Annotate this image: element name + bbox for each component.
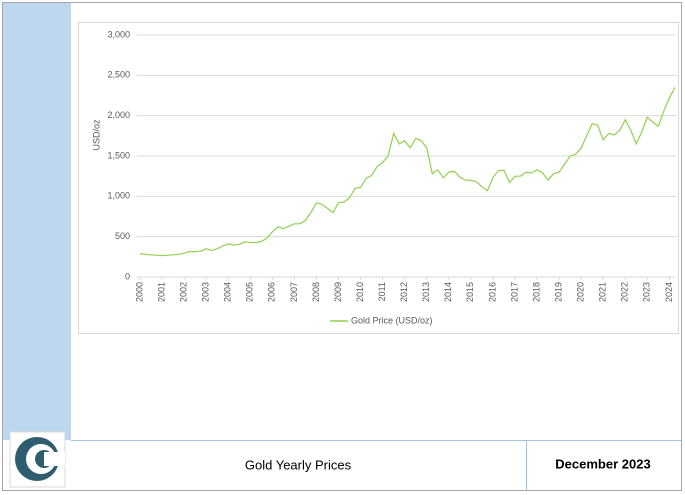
x-tick-label: 2000: [134, 282, 144, 302]
x-tick-label: 2001: [156, 282, 166, 302]
y-tick-label: 500: [115, 231, 130, 241]
price-line: [139, 87, 676, 257]
x-tick-label: 2013: [421, 282, 431, 302]
y-tick-label: 1,500: [107, 150, 130, 160]
x-tick-label: 2023: [642, 282, 652, 302]
sidebar: [3, 3, 71, 440]
footer-title: Gold Yearly Prices: [245, 457, 352, 472]
x-tick-label: 2006: [267, 282, 277, 302]
x-tick-label: 2021: [598, 282, 608, 302]
y-tick-label: 1,000: [107, 191, 130, 201]
x-tick-label: 2012: [399, 282, 409, 302]
x-tick-label: 2020: [576, 282, 586, 302]
logo: [9, 431, 66, 488]
x-tick-label: 2009: [333, 282, 343, 302]
y-axis-title: USD/oz: [91, 119, 101, 151]
x-tick-label: 2015: [465, 282, 475, 302]
x-tick-label: 2002: [178, 282, 188, 302]
x-tick-label: 2024: [664, 282, 674, 302]
x-tick-label: 2008: [311, 282, 321, 302]
x-tick-label: 2004: [223, 282, 233, 302]
y-tick-label: 2,000: [107, 110, 130, 120]
chart-box: [78, 22, 679, 334]
y-tick-label: 0: [125, 271, 130, 281]
x-tick-label: 2018: [531, 282, 541, 302]
x-tick-label: 2022: [620, 282, 630, 302]
y-tick-label: 3,000: [107, 29, 130, 39]
x-tick-label: 2007: [289, 282, 299, 302]
x-tick-label: 2005: [245, 282, 255, 302]
legend-label: Gold Price (USD/oz): [351, 315, 433, 325]
x-tick-label: 2014: [443, 282, 453, 302]
x-tick-label: 2019: [553, 282, 563, 302]
x-tick-label: 2016: [487, 282, 497, 302]
y-tick-label: 2,500: [107, 70, 130, 80]
x-tick-label: 2017: [509, 282, 519, 302]
x-tick-label: 2010: [355, 282, 365, 302]
x-tick-label: 2011: [377, 282, 387, 301]
footer-date: December 2023: [555, 456, 650, 471]
x-tick-label: 2003: [201, 282, 211, 302]
